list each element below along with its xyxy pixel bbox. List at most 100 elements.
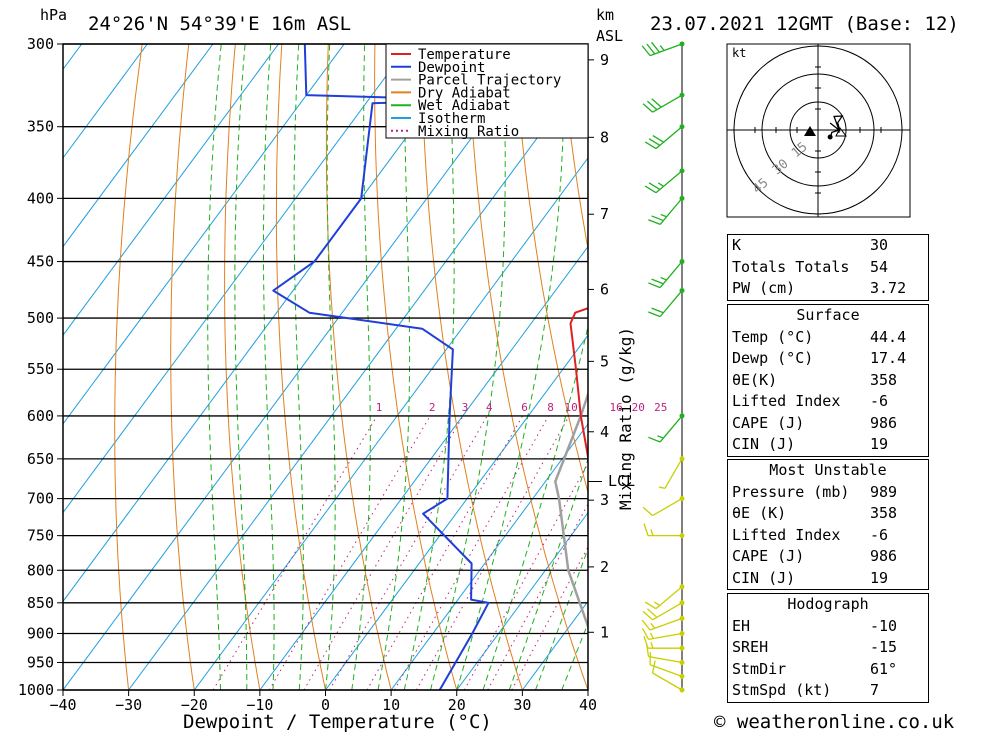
pressure-tick-label: 650	[27, 450, 54, 468]
dry-adiabat-line	[224, 44, 261, 690]
mixing-ratio-tick-label: 10	[565, 401, 578, 414]
isotherm-line	[390, 423, 588, 690]
height-tick-label: 9	[600, 51, 609, 69]
wet-adiabat-line	[403, 44, 455, 690]
isotherm-line	[456, 511, 588, 690]
x-tick-label: 20	[448, 696, 466, 714]
wind-barb-flag	[648, 282, 661, 289]
wind-barb-flag	[642, 610, 653, 621]
pressure-tick-label: 500	[27, 309, 54, 327]
table-row: Totals Totals 54	[732, 257, 889, 276]
legend-entry: Dry Adiabat	[418, 85, 511, 101]
wet-adiabat-line	[207, 44, 222, 690]
table-row: Temp (°C) 44.4	[732, 327, 907, 346]
temperature-line	[569, 307, 588, 561]
wind-barb-flag	[648, 311, 661, 318]
dry-adiabat-line	[928, 26, 1000, 690]
wind-barb-staff	[649, 664, 683, 678]
mixing-ratio-line	[212, 415, 378, 690]
wind-barb-dot	[679, 168, 685, 174]
height-unit-km: km	[596, 6, 614, 24]
isotherm-line	[63, 44, 148, 159]
wind-barb-dot	[679, 659, 685, 665]
height-tick-label: 3	[600, 491, 609, 509]
wind-barb-dot	[679, 124, 685, 130]
dry-adiabat-line	[420, 44, 523, 690]
legend-entry: Temperature	[418, 47, 511, 63]
wind-barb-half-flag	[658, 486, 666, 489]
wind-barb	[649, 652, 685, 679]
wind-barb-flag	[646, 43, 656, 55]
pressure-tick-label: 350	[27, 118, 54, 136]
table-row: EH -10	[732, 616, 898, 635]
wind-barb-flag	[652, 134, 664, 143]
isotherm-line	[325, 334, 588, 690]
most-unstable-title: Most Unstable	[769, 461, 887, 479]
hodograph-trace	[829, 115, 844, 138]
wind-barb-dot	[679, 600, 685, 606]
mixing-ratio-line	[415, 415, 570, 690]
wind-barb-half-flag	[659, 45, 665, 51]
isotherm-line	[259, 245, 588, 690]
wind-barb-half-flag	[650, 529, 654, 536]
dry-adiabat-line	[275, 44, 326, 690]
wind-barb	[644, 124, 685, 150]
mixing-ratio-tick-label: 8	[547, 401, 554, 414]
wind-barb-staff	[649, 617, 683, 631]
wet-adiabat-line	[293, 44, 304, 690]
wind-barb-staff	[655, 586, 683, 610]
dry-adiabat-line	[560, 44, 588, 252]
wind-barb-staff	[652, 498, 683, 517]
table-row: Lifted Index -6	[732, 525, 889, 544]
height-tick-label: 8	[600, 128, 609, 146]
wind-barb-flag	[643, 523, 649, 536]
wind-barb	[648, 195, 685, 226]
wind-barb	[648, 288, 685, 318]
wind-barb-flag	[641, 627, 650, 640]
height-unit-asl: ASL	[596, 27, 623, 45]
table-row: θE(K) 358	[732, 370, 898, 389]
wet-adiabat-line	[482, 324, 588, 690]
x-tick-label: 30	[513, 696, 531, 714]
wind-barb-dot	[679, 259, 685, 265]
wind-barb	[643, 635, 685, 651]
mixing-ratio-line	[394, 415, 549, 690]
table-row: CAPE (J) 986	[732, 547, 898, 565]
wind-barb-staff	[659, 197, 683, 225]
isotherm-line	[63, 44, 345, 425]
storm-motion-marker	[804, 126, 816, 136]
wind-barb-dot	[679, 687, 685, 693]
dewpoint-line	[272, 44, 490, 690]
pressure-tick-label: 1000	[18, 681, 54, 699]
wind-barb-staff	[659, 290, 683, 318]
wind-barb	[658, 456, 685, 489]
pressure-tick-label: 550	[27, 360, 54, 378]
wind-barb-half-flag	[650, 622, 656, 629]
legend-entry: Wet Adiabat	[418, 98, 511, 114]
wind-barb-dot	[679, 496, 685, 502]
table-row: Dewp (°C) 17.4	[732, 349, 907, 367]
x-tick-label: 40	[579, 696, 597, 714]
table-row: Pressure (mb) 989	[732, 482, 898, 501]
mixing-ratio-line	[366, 415, 523, 690]
wind-barb-dot	[679, 195, 685, 201]
wind-barb-flag	[651, 98, 662, 108]
wind-barb	[644, 584, 685, 610]
table-row: CIN (J) 19	[732, 568, 889, 587]
dry-adiabat-line	[374, 44, 458, 690]
wind-barb-flag	[641, 45, 651, 57]
wind-barb-dot	[679, 41, 685, 47]
pressure-tick-label: 900	[27, 624, 54, 642]
mixing-ratio-line	[511, 545, 588, 690]
wind-barb	[648, 259, 685, 289]
dry-adiabat-line	[974, 26, 1000, 690]
wind-barb-flag	[646, 100, 658, 111]
dry-adiabat-line	[325, 44, 392, 690]
isotherm-line	[63, 44, 280, 337]
x-tick-label: −30	[115, 696, 142, 714]
wet-adiabat-line	[351, 44, 371, 690]
surface-table: Surface Temp (°C) 44.4 Dewp (°C) 17.4 θE(K…	[727, 304, 929, 457]
pressure-tick-label: 800	[27, 561, 54, 579]
wind-barb-staff	[659, 261, 683, 289]
